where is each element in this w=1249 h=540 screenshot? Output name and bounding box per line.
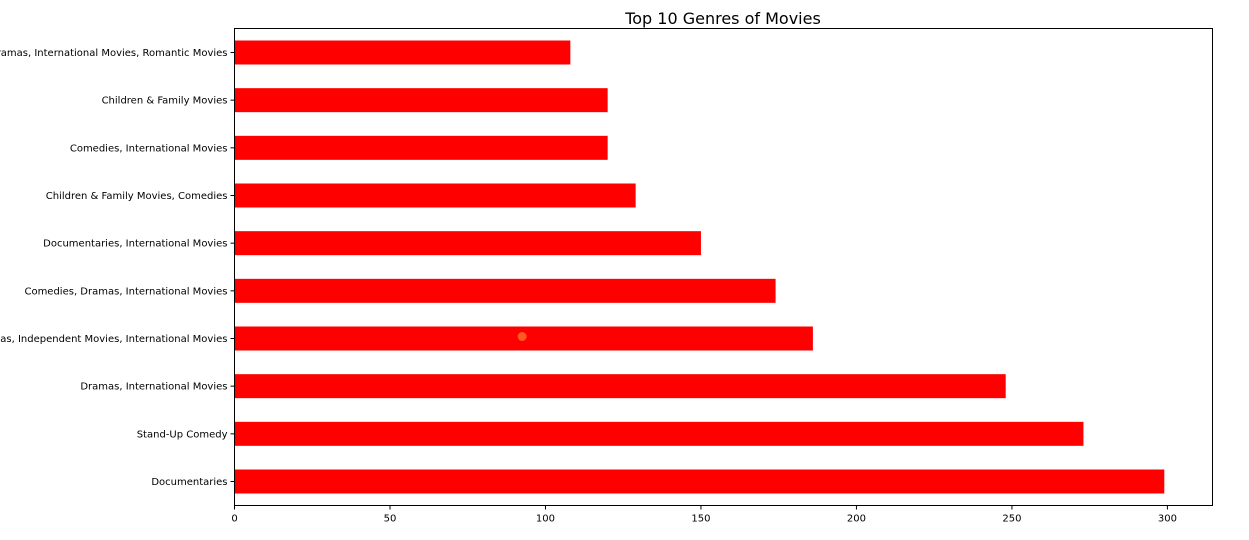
x-axis-ticks-group: 0 50 100 150 200 250 300 — [231, 505, 1177, 525]
marker-group — [517, 332, 527, 341]
category-label: Dramas, International Movies, Romantic M… — [0, 48, 228, 59]
bar — [234, 88, 608, 113]
category-labels-group: Documentaries Stand-Up Comedy Dramas, Inte… — [0, 48, 235, 488]
category-label: Children & Family Movies — [102, 96, 228, 107]
bar — [234, 183, 636, 208]
plot-frame — [234, 28, 1213, 506]
bar — [234, 421, 1084, 446]
category-label: Documentaries, International Movies — [43, 239, 227, 250]
bar — [234, 469, 1165, 494]
category-label: Stand-Up Comedy — [137, 429, 228, 440]
chart-title: Top 10 Genres of Movies — [624, 9, 821, 28]
category-label: Children & Family Movies, Comedies — [46, 191, 228, 202]
x-tick-label: 50 — [384, 514, 397, 525]
x-tick-label: 250 — [1002, 514, 1021, 525]
category-label: Comedies, International Movies — [70, 143, 228, 154]
bar — [234, 40, 571, 65]
x-tick-label: 300 — [1158, 514, 1177, 525]
bar — [234, 231, 701, 256]
bar — [234, 278, 776, 303]
bar — [234, 374, 1006, 399]
category-label: Documentaries — [151, 477, 227, 488]
category-label: Dramas, International Movies — [80, 382, 227, 393]
category-label: Dramas, Independent Movies, Internationa… — [0, 334, 228, 345]
marker-dot — [517, 332, 527, 341]
bar — [234, 135, 608, 160]
category-label: Comedies, Dramas, International Movies — [24, 286, 227, 297]
x-tick-label: 0 — [231, 514, 237, 525]
x-tick-label: 100 — [536, 514, 555, 525]
bars-group — [234, 40, 1165, 494]
x-tick-label: 200 — [847, 514, 866, 525]
x-tick-label: 150 — [691, 514, 710, 525]
